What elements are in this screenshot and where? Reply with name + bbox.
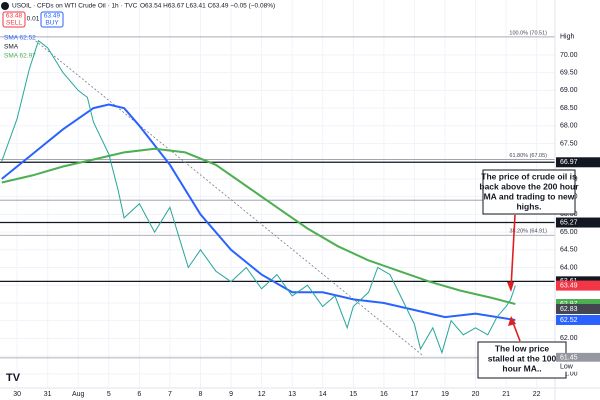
price-tag — [556, 217, 600, 228]
x-tick-label: 5 — [107, 391, 111, 398]
y-tick-label: 67.50 — [560, 140, 578, 147]
buy-price: 63.49 — [44, 13, 61, 20]
x-tick-label: 8 — [199, 391, 203, 398]
price-tag — [556, 31, 600, 42]
annotation-box — [477, 341, 567, 379]
series-line — [1, 147, 516, 305]
price-tag — [556, 303, 600, 314]
price-tag — [556, 314, 600, 325]
x-tick-label: 13 — [288, 391, 296, 398]
level-label: 61.80% (67.05) — [509, 153, 547, 159]
plot-area: 61.0061.5062.0062.5063.0063.5064.0064.50… — [0, 0, 578, 398]
header: USOIL · CFDs on WTI Crude Oil · 1h · TVC… — [1, 2, 275, 60]
y-tick-label: 65.00 — [560, 229, 578, 236]
series-line — [1, 103, 516, 321]
arrow — [510, 214, 516, 289]
sell-button[interactable] — [2, 11, 26, 28]
x-tick-label: 21 — [502, 391, 510, 398]
overlay: High66.9765.2763.6163.4962.9762.8362.526… — [479, 31, 600, 373]
annotation-text: stalled at the 100 — [488, 353, 557, 363]
price-tag — [556, 352, 600, 363]
x-tick-label: 15 — [349, 391, 357, 398]
x-tick-label: 9 — [229, 391, 233, 398]
legend-sma: SMA — [4, 44, 19, 51]
x-tick-label: 7 — [168, 391, 172, 398]
x-tick-label: 19 — [441, 391, 449, 398]
trendline — [35, 40, 424, 357]
symbol: USOIL · CFDs on WTI Crude Oil · 1h · TVC — [12, 3, 138, 10]
buy-label: BUY — [45, 20, 59, 27]
annotation-box — [482, 169, 576, 215]
price-tag-label: Low — [560, 364, 574, 371]
y-tick-label: 68.50 — [560, 105, 578, 112]
sell-price: 63.48 — [6, 13, 23, 20]
x-tick-label: 30 — [13, 391, 21, 398]
price-tag — [556, 157, 600, 168]
price-tag-label: 65.27 — [560, 219, 578, 226]
price-tag-label: 63.49 — [560, 282, 578, 289]
x-tick-label: 17 — [411, 391, 419, 398]
legend-sma: SMA 62.97 — [4, 53, 36, 60]
level-label: 38.20% (64.91) — [509, 229, 547, 235]
spread: 0.01 — [27, 16, 40, 23]
buy-button[interactable] — [40, 11, 64, 28]
annotation — [477, 169, 576, 379]
arrow-head — [507, 282, 514, 292]
y-tick-label: 70.00 — [560, 52, 578, 59]
ohlc: O63.54 H63.67 L63.41 C63.49 −0.05 (−0.08… — [140, 3, 275, 10]
y-tick-label: 62.00 — [560, 335, 578, 342]
x-tick-label: 31 — [44, 391, 52, 398]
legend-sma: SMA 62.52 — [4, 35, 36, 42]
y-tick-label: 68.00 — [560, 123, 578, 130]
y-tick-label: 61.00 — [560, 371, 578, 378]
x-tick-label: Aug — [72, 391, 85, 398]
x-tick-label: 20 — [472, 391, 480, 398]
price-tag — [556, 361, 600, 372]
y-tick-label: 65.50 — [560, 211, 578, 218]
price-tag-label: 62.52 — [560, 317, 578, 324]
price-tag-label: 62.83 — [560, 306, 578, 313]
y-tick-label: 64.00 — [560, 264, 578, 271]
x-tick-label: 22 — [533, 391, 541, 398]
y-tick-label: 64.50 — [560, 247, 578, 254]
price-tag-label: 61.45 — [560, 355, 578, 362]
annotation-text: The price of crude oil is — [481, 171, 577, 181]
logo: TV — [6, 372, 21, 384]
annotation-text: highs. — [516, 201, 541, 211]
x-tick-label: 14 — [319, 391, 327, 398]
x-tick-label: 16 — [380, 391, 388, 398]
x-tick-label: 6 — [137, 391, 141, 398]
symbol-icon — [1, 2, 9, 10]
sell-label: SELL — [6, 20, 22, 27]
price-tag — [556, 280, 600, 291]
annotation-text: The low price — [495, 343, 550, 353]
price-tag-label: 66.97 — [560, 159, 578, 166]
annotation-text: back above the 200 hour — [479, 181, 579, 191]
annotation-text: MA and trading to new — [484, 191, 575, 201]
arrow-head — [508, 316, 516, 326]
annotation-text: hour MA.. — [502, 363, 541, 373]
series-line — [1, 39, 516, 355]
y-tick-label: 69.50 — [560, 69, 578, 76]
x-tick-label: 12 — [258, 391, 266, 398]
level-label: 100.0% (70.51) — [509, 30, 547, 36]
y-tick-label: 69.00 — [560, 87, 578, 94]
price-tag-label: High — [560, 34, 575, 41]
